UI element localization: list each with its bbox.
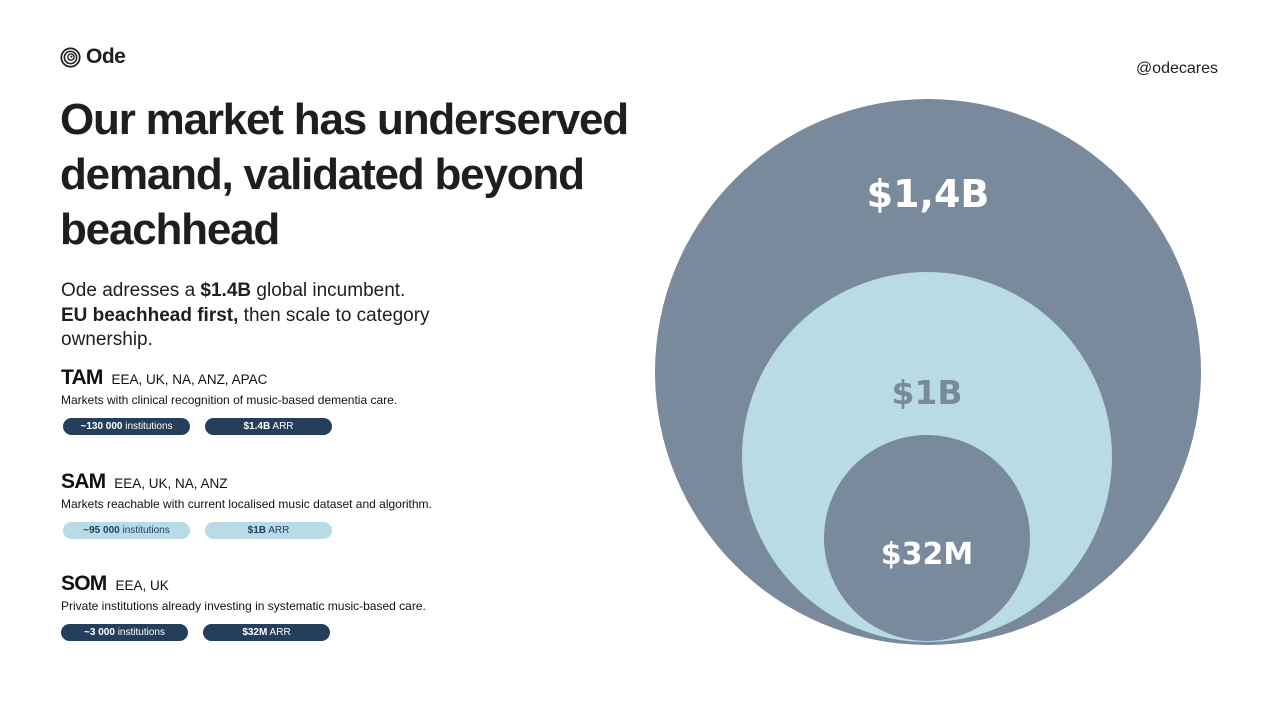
market-size-circles: $1,4B $1B $32M xyxy=(655,99,1201,645)
social-handle: @odecares xyxy=(1135,60,1218,77)
segment-description: Markets with clinical recognition of mus… xyxy=(61,393,398,407)
intro-line: Ode adresses a $1.4B global incumbent. xyxy=(61,280,406,301)
segment-regions: EEA, UK, NA, ANZ, APAC xyxy=(111,372,268,387)
brand-logo: Ode xyxy=(60,45,126,69)
segment-som: SOM EEA, UK Private institutions already… xyxy=(61,572,426,641)
sam-circle-label: $1B xyxy=(891,373,962,412)
arr-pill: $1.4B ARR xyxy=(205,418,332,435)
segment-regions: EEA, UK, NA, ANZ xyxy=(114,476,228,491)
institutions-pill: ~3 000 institutions xyxy=(61,624,188,641)
tam-circle-label: $1,4B xyxy=(867,172,990,216)
som-circle-label: $32M xyxy=(881,537,973,572)
title-line: beachhead xyxy=(60,205,280,254)
segment-name: SOM xyxy=(61,572,107,595)
slide-title: Our market has underserved demand, valid… xyxy=(60,92,660,257)
title-line: demand, validated beyond xyxy=(60,150,585,199)
institutions-pill: ~95 000 institutions xyxy=(63,522,190,539)
brand-name: Ode xyxy=(86,45,126,68)
arr-pill: $32M ARR xyxy=(203,624,330,641)
arr-pill: $1B ARR xyxy=(205,522,332,539)
segment-sam: SAM EEA, UK, NA, ANZ Markets reachable w… xyxy=(61,470,432,539)
segment-description: Markets reachable with current localised… xyxy=(61,497,432,511)
segment-tam: TAM EEA, UK, NA, ANZ, APAC Markets with … xyxy=(61,366,397,435)
intro-paragraph: Ode adresses a $1.4B global incumbent. E… xyxy=(61,279,430,353)
segment-name: TAM xyxy=(61,366,103,389)
som-circle xyxy=(824,435,1030,641)
segment-regions: EEA, UK xyxy=(115,578,169,593)
intro-line: EU beachhead first, then scale to catego… xyxy=(61,304,430,326)
title-line: Our market has underserved xyxy=(60,95,629,144)
segment-name: SAM xyxy=(61,470,106,493)
spiral-logo-icon xyxy=(60,46,81,68)
intro-line: ownership. xyxy=(61,329,153,350)
segment-description: Private institutions already investing i… xyxy=(61,599,426,613)
institutions-pill: ~130 000 institutions xyxy=(63,418,190,435)
